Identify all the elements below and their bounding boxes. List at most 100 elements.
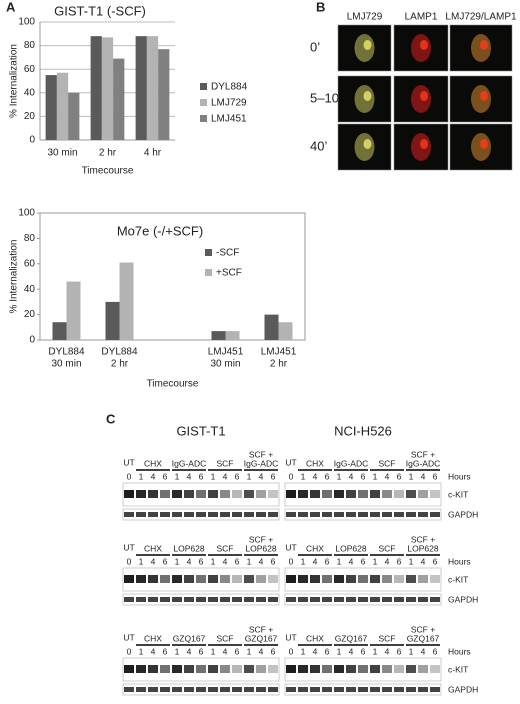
blot-frame: [122, 508, 280, 521]
gapdh-band: [208, 597, 218, 602]
lane-label: 4: [349, 646, 354, 656]
ckit-band: [406, 575, 416, 583]
gapdh-band: [232, 687, 242, 692]
treatment-label: SCF: [217, 458, 234, 468]
lane-label: 1: [139, 556, 144, 566]
ckit-band: [358, 490, 368, 498]
lane-label: 4: [385, 471, 390, 481]
lane-label: 0: [127, 471, 132, 481]
lane-label: 6: [235, 646, 240, 656]
treatment-label: SCF +: [411, 449, 435, 459]
bar: [278, 322, 293, 340]
bar: [146, 36, 159, 140]
treatment-label: CHX: [306, 633, 324, 643]
ckit-band: [124, 665, 134, 673]
lane-label: 1: [337, 646, 342, 656]
bar: [211, 331, 226, 340]
gapdh-band: [172, 687, 182, 692]
ckit-band: [346, 665, 356, 673]
gapdh-band: [358, 687, 368, 692]
bar: [68, 92, 80, 140]
gapdh-band: [298, 687, 308, 692]
x-axis-label: Timecourse: [147, 379, 199, 390]
y-tick-label: 100: [18, 208, 35, 219]
panel-label: C: [106, 411, 116, 426]
band-label: GAPDH: [448, 684, 478, 694]
ckit-band: [124, 490, 134, 498]
legend-label: LMJ451: [211, 114, 247, 125]
lane-label: 1: [247, 471, 252, 481]
row-label: 0’: [310, 39, 320, 54]
lane-label: 4: [313, 471, 318, 481]
treatment-label: CHX: [144, 633, 162, 643]
ckit-band: [196, 665, 206, 673]
x-tick-label: DYL884: [48, 347, 85, 358]
x-tick-label: 30 min: [51, 359, 81, 370]
gapdh-band: [418, 687, 428, 692]
treatment-label: IgG-ADC: [244, 458, 278, 468]
ckit-band: [346, 490, 356, 498]
x-tick-label: LMJ451: [208, 347, 244, 358]
lane-label: 4: [259, 556, 264, 566]
micrograph: [449, 75, 513, 123]
cell-spot: [363, 40, 372, 50]
y-tick-label: 80: [24, 233, 36, 244]
gapdh-band: [394, 687, 404, 692]
panel-label: A: [6, 0, 16, 14]
ckit-band: [220, 490, 230, 498]
ckit-band: [208, 665, 218, 673]
bar: [105, 301, 120, 340]
lane-label: 1: [175, 646, 180, 656]
lane-label: 6: [325, 646, 330, 656]
ckit-band: [220, 575, 230, 583]
treatment-label: CHX: [144, 543, 162, 553]
ckit-band: [334, 575, 344, 583]
ckit-band: [358, 575, 368, 583]
ckit-band: [268, 665, 278, 673]
gapdh-band: [418, 597, 428, 602]
legend-label: +SCF: [216, 268, 242, 279]
treatment-label: SCF +: [249, 449, 273, 459]
gapdh-band: [406, 597, 416, 602]
ckit-band: [322, 665, 332, 673]
lane-label: 1: [301, 646, 306, 656]
gapdh-band: [382, 512, 392, 517]
ckit-band: [184, 490, 194, 498]
lane-label: 4: [259, 471, 264, 481]
lane-label: 0: [127, 646, 132, 656]
ckit-band: [208, 490, 218, 498]
lane-label: 4: [151, 646, 156, 656]
lane-label: 1: [301, 471, 306, 481]
lane-label: 6: [361, 471, 366, 481]
legend-label: DYL884: [211, 82, 248, 93]
gapdh-band: [196, 687, 206, 692]
gapdh-band: [268, 512, 278, 517]
gapdh-band: [382, 597, 392, 602]
y-tick-label: 0: [29, 135, 35, 146]
gapdh-band: [382, 687, 392, 692]
gapdh-band: [124, 687, 134, 692]
cell-spot: [363, 91, 372, 101]
gapdh-band: [286, 687, 296, 692]
lane-label: 1: [211, 646, 216, 656]
blot-frame: [284, 683, 442, 696]
y-tick-label: 100: [18, 17, 35, 28]
treatment-label: CHX: [306, 543, 324, 553]
legend-swatch: [200, 99, 207, 106]
cell-line-label: GIST-T1: [176, 423, 225, 438]
lane-label: 6: [433, 646, 438, 656]
gapdh-band: [220, 687, 230, 692]
treatment-label: GZQ167: [173, 633, 206, 643]
ckit-band: [394, 490, 404, 498]
chart-title: GIST-T1 (-SCF): [54, 3, 146, 18]
lane-label: 6: [163, 646, 168, 656]
gapdh-band: [184, 687, 194, 692]
lane-label: 4: [385, 556, 390, 566]
gapdh-band: [268, 687, 278, 692]
ckit-band: [418, 490, 428, 498]
gapdh-band: [232, 512, 242, 517]
gapdh-band: [148, 687, 158, 692]
treatment-label: SCF: [217, 543, 234, 553]
gapdh-band: [124, 597, 134, 602]
ckit-band: [286, 575, 296, 583]
